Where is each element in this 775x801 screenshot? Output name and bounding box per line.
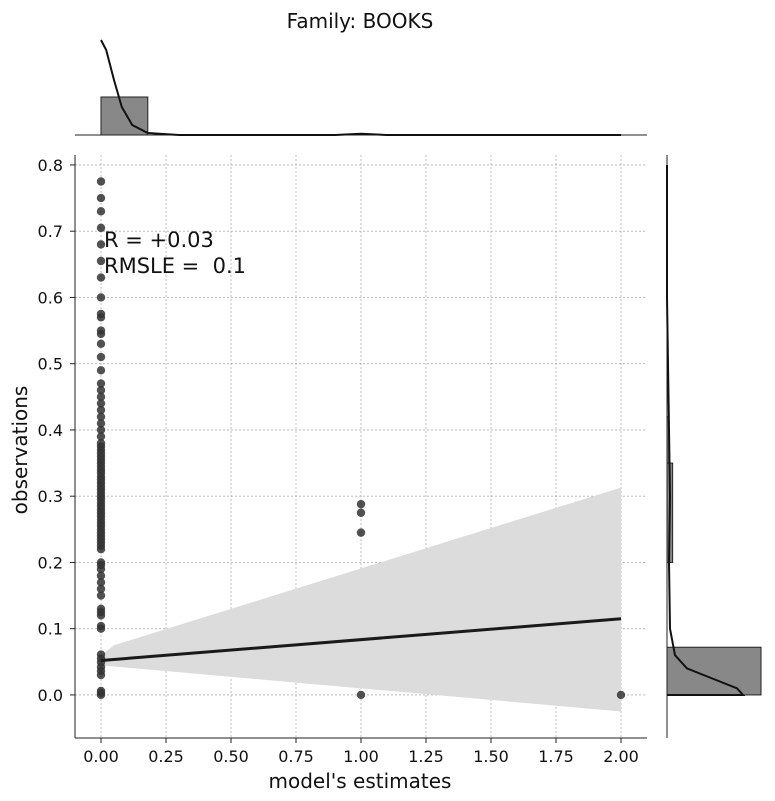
data-point — [356, 528, 366, 537]
data-point — [96, 352, 106, 362]
x-tick-label: 0.50 — [213, 747, 249, 766]
data-point — [96, 339, 106, 349]
data-point — [96, 223, 106, 233]
x-tick-label: 0.75 — [278, 747, 314, 766]
data-point — [96, 432, 106, 441]
chart-title: Family: BOOKS — [287, 9, 434, 33]
data-point — [96, 591, 106, 600]
data-point — [356, 499, 366, 509]
right-histogram-bar — [666, 646, 762, 696]
data-point — [356, 508, 366, 517]
data-point — [96, 207, 106, 216]
x-tick-label: 1.25 — [408, 747, 444, 766]
data-point — [96, 326, 106, 335]
data-point — [96, 604, 106, 614]
data-point — [96, 385, 106, 395]
x-tick-label: 1.50 — [473, 747, 509, 766]
y-tick-label: 0.0 — [38, 686, 63, 705]
y-tick-label: 0.8 — [38, 156, 63, 175]
data-point — [96, 438, 106, 448]
y-tick-label: 0.7 — [38, 222, 63, 241]
data-point — [96, 621, 106, 631]
y-axis-ticks: 0.0 0.1 0.2 0.3 0.4 0.5 0.6 0.7 0.8 — [38, 156, 75, 705]
data-point — [96, 273, 106, 282]
data-point — [96, 293, 106, 302]
x-tick-label: 1.00 — [343, 747, 379, 766]
y-axis-label: observations — [8, 386, 32, 515]
confidence-band — [101, 487, 621, 712]
data-point — [96, 193, 106, 203]
y-tick-label: 0.6 — [38, 288, 63, 307]
annotation-r: R = +0.03 — [104, 228, 214, 252]
right-marginal-histogram — [666, 155, 762, 738]
data-point — [96, 392, 106, 402]
top-marginal-histogram — [75, 39, 647, 136]
data-point — [96, 650, 106, 659]
data-point — [96, 366, 106, 375]
regression-line — [100, 617, 622, 662]
x-axis-label: model's estimates — [269, 769, 452, 793]
data-point — [96, 412, 106, 421]
x-axis-ticks: 0.00 0.25 0.50 0.75 1.00 1.25 1.50 1.75 2.00 — [83, 738, 639, 766]
data-point — [96, 425, 106, 435]
y-tick-label: 0.3 — [38, 487, 63, 506]
data-point — [96, 399, 106, 408]
data-point — [96, 405, 106, 415]
data-point — [96, 558, 106, 567]
data-point — [96, 379, 106, 388]
data-point — [96, 578, 106, 587]
x-tick-label: 1.75 — [538, 747, 574, 766]
y-tick-label: 0.4 — [38, 421, 63, 440]
y-tick-label: 0.2 — [38, 553, 63, 572]
right-kde-curve — [666, 164, 746, 696]
annotation-rmsle: RMSLE = 0.1 — [104, 254, 246, 278]
data-point — [96, 177, 106, 186]
y-tick-label: 0.5 — [38, 355, 63, 374]
x-tick-label: 2.00 — [603, 747, 639, 766]
data-point — [616, 690, 626, 700]
data-point — [96, 256, 106, 266]
data-point — [356, 690, 366, 700]
y-tick-label: 0.1 — [38, 620, 63, 639]
x-tick-label: 0.00 — [83, 747, 119, 766]
scatter-points — [96, 177, 626, 700]
confidence-band-group — [101, 487, 621, 712]
main-axes: 0.00 0.25 0.50 0.75 1.00 1.25 1.50 1.75 2.00 0.0… — [38, 155, 647, 766]
data-point — [96, 584, 106, 594]
data-point — [96, 571, 106, 580]
data-point — [96, 686, 106, 696]
x-tick-label: 0.25 — [148, 747, 184, 766]
regression-line-group — [100, 617, 622, 662]
data-point — [96, 419, 106, 428]
data-point — [96, 309, 106, 319]
data-point — [96, 240, 106, 249]
top-kde-curve — [100, 39, 621, 136]
